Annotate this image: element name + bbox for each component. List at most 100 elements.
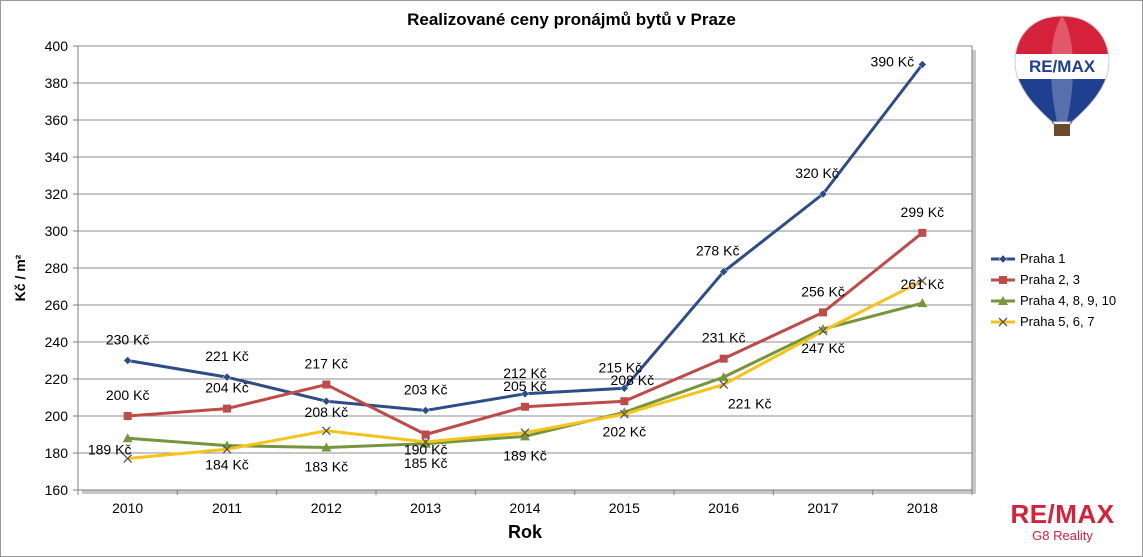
data-point xyxy=(222,444,232,454)
data-point xyxy=(123,454,133,464)
data-point xyxy=(619,409,629,419)
series-praha-1 xyxy=(123,60,927,415)
data-label: 320 Kč xyxy=(795,165,839,181)
y-tick-label: 380 xyxy=(45,75,69,91)
data-label: 189 Kč xyxy=(503,447,547,463)
x-tick-label: 2018 xyxy=(907,500,938,516)
y-tick-label: 300 xyxy=(45,223,69,239)
remax-balloon-logo: RE/MAX xyxy=(1012,14,1112,144)
y-axis-label-text: Kč / m² xyxy=(12,254,28,302)
x-tick-label: 2013 xyxy=(410,500,441,516)
balloon-icon: RE/MAX xyxy=(1014,15,1110,136)
data-point xyxy=(321,426,331,436)
data-point xyxy=(818,326,828,336)
data-label: 217 Kč xyxy=(305,356,349,372)
remax-g8-logo: RE/MAX G8 Reality xyxy=(1000,500,1125,544)
series-praha-5-6-7 xyxy=(123,276,927,464)
data-point xyxy=(619,383,629,393)
data-point xyxy=(520,428,530,438)
data-point xyxy=(718,372,729,382)
legend-swatch xyxy=(991,275,1015,284)
y-tick-label: 240 xyxy=(45,334,69,350)
x-tick-label: 2012 xyxy=(311,500,342,516)
data-label: 185 Kč xyxy=(404,455,448,471)
legend-label: Praha 2, 3 xyxy=(1020,272,1080,287)
y-tick-label: 360 xyxy=(45,112,69,128)
data-point xyxy=(918,228,927,237)
series-praha-4-8-9-10 xyxy=(122,298,928,452)
x-tick-label: 2015 xyxy=(609,500,640,516)
legend-swatch xyxy=(991,317,1015,326)
y-tick-label: 180 xyxy=(45,445,69,461)
data-label: 183 Kč xyxy=(305,458,349,474)
data-label: 190 Kč xyxy=(404,442,448,458)
data-point xyxy=(819,308,827,317)
data-point xyxy=(122,433,133,443)
data-label: 208 Kč xyxy=(305,404,349,420)
x-axis-label: Rok xyxy=(507,522,542,542)
data-point xyxy=(123,412,132,420)
data-label: 261 Kč xyxy=(901,276,945,292)
data-label: 299 Kč xyxy=(901,204,945,220)
legend-marker xyxy=(998,295,1008,305)
data-label: 204 Kč xyxy=(205,380,249,396)
data-point xyxy=(222,372,232,382)
y-tick-label: 400 xyxy=(45,38,69,54)
y-axis-label: Kč / m² xyxy=(10,255,30,302)
data-point xyxy=(719,354,728,363)
logo-subtitle: G8 Reality xyxy=(1032,528,1093,543)
data-label: 256 Kč xyxy=(801,283,845,299)
data-label: 184 Kč xyxy=(205,457,249,473)
data-point xyxy=(321,442,332,452)
data-point xyxy=(421,406,431,415)
data-point xyxy=(917,276,927,286)
legend-item: Praha 2, 3 xyxy=(990,269,1116,290)
data-point xyxy=(521,402,529,411)
legend-item: Praha 5, 6, 7 xyxy=(990,311,1116,332)
data-point xyxy=(917,298,928,308)
y-tick-label: 280 xyxy=(45,260,69,276)
data-label: 189 Kč xyxy=(88,442,132,458)
data-label: 247 Kč xyxy=(801,340,845,356)
data-point xyxy=(520,431,530,441)
y-tick-label: 220 xyxy=(45,371,69,387)
x-tick-label: 2017 xyxy=(807,500,838,516)
data-label: 390 Kč xyxy=(871,54,915,70)
data-point xyxy=(520,389,530,399)
legend-label: Praha 1 xyxy=(1020,251,1066,266)
data-label: 202 Kč xyxy=(603,423,647,439)
legend-item: Praha 1 xyxy=(990,248,1116,269)
legend: Praha 1 Praha 2, 3 Praha 4, 8, 9, 10 Praha … xyxy=(990,248,1116,332)
legend-item: Praha 4, 8, 9, 10 xyxy=(990,290,1116,311)
y-tick-label: 200 xyxy=(45,408,69,424)
data-point xyxy=(620,397,629,406)
data-label: 205 Kč xyxy=(503,378,547,394)
logo-brand: RE/MAX xyxy=(1010,499,1115,529)
x-tick-label: 2016 xyxy=(708,500,739,516)
data-point xyxy=(719,380,729,390)
data-point xyxy=(123,356,133,365)
legend-swatch xyxy=(991,254,1015,263)
data-point xyxy=(223,404,231,413)
data-point xyxy=(421,430,430,439)
legend-label: Praha 5, 6, 7 xyxy=(1020,314,1095,329)
series-praha-2-3 xyxy=(123,228,927,439)
data-point xyxy=(719,267,729,277)
x-tick-label: 2011 xyxy=(212,500,242,516)
data-label: 212 Kč xyxy=(503,365,547,381)
y-tick-label: 320 xyxy=(45,186,69,202)
x-tick-label: 2014 xyxy=(509,500,540,516)
legend-label: Praha 4, 8, 9, 10 xyxy=(1020,293,1117,308)
y-tick-label: 340 xyxy=(45,149,69,165)
data-label: 278 Kč xyxy=(696,243,740,259)
data-point xyxy=(818,189,828,199)
legend-marker xyxy=(998,317,1008,326)
data-label: 231 Kč xyxy=(702,330,746,346)
data-label: 200 Kč xyxy=(106,387,150,403)
y-tick-label: 260 xyxy=(45,297,69,313)
data-label: 221 Kč xyxy=(205,348,249,364)
data-point xyxy=(322,380,331,389)
data-label: 208 Kč xyxy=(611,372,655,388)
legend-swatch xyxy=(991,295,1015,305)
